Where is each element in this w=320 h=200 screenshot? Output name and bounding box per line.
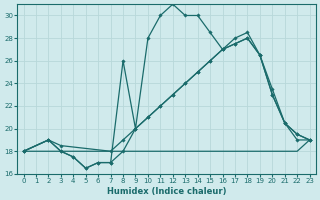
X-axis label: Humidex (Indice chaleur): Humidex (Indice chaleur) [107,187,226,196]
